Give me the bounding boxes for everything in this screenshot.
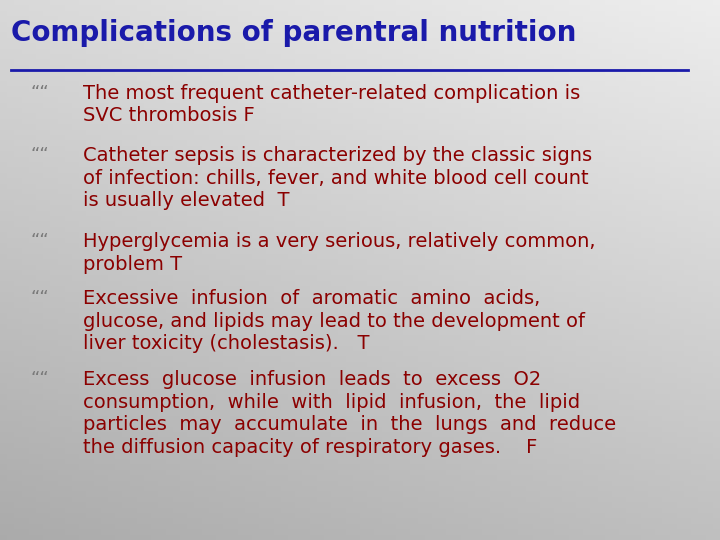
Text: Hyperglycemia is a very serious, relatively common,
problem T: Hyperglycemia is a very serious, relativ… [83, 232, 595, 274]
Text: ““: ““ [30, 289, 49, 307]
Text: ““: ““ [30, 232, 49, 250]
Text: Catheter sepsis is characterized by the classic signs
of infection: chills, feve: Catheter sepsis is characterized by the … [83, 146, 592, 210]
Text: Excess  glucose  infusion  leads  to  excess  O2
consumption,  while  with  lipi: Excess glucose infusion leads to excess … [83, 370, 616, 457]
Text: ““: ““ [30, 84, 49, 102]
Text: Excessive  infusion  of  aromatic  amino  acids,
glucose, and lipids may lead to: Excessive infusion of aromatic amino aci… [83, 289, 585, 353]
Text: The most frequent catheter-related complication is
SVC thrombosis F: The most frequent catheter-related compl… [83, 84, 580, 125]
Text: ““: ““ [30, 146, 49, 164]
Text: Complications of parentral nutrition: Complications of parentral nutrition [11, 19, 576, 47]
Text: ““: ““ [30, 370, 49, 388]
